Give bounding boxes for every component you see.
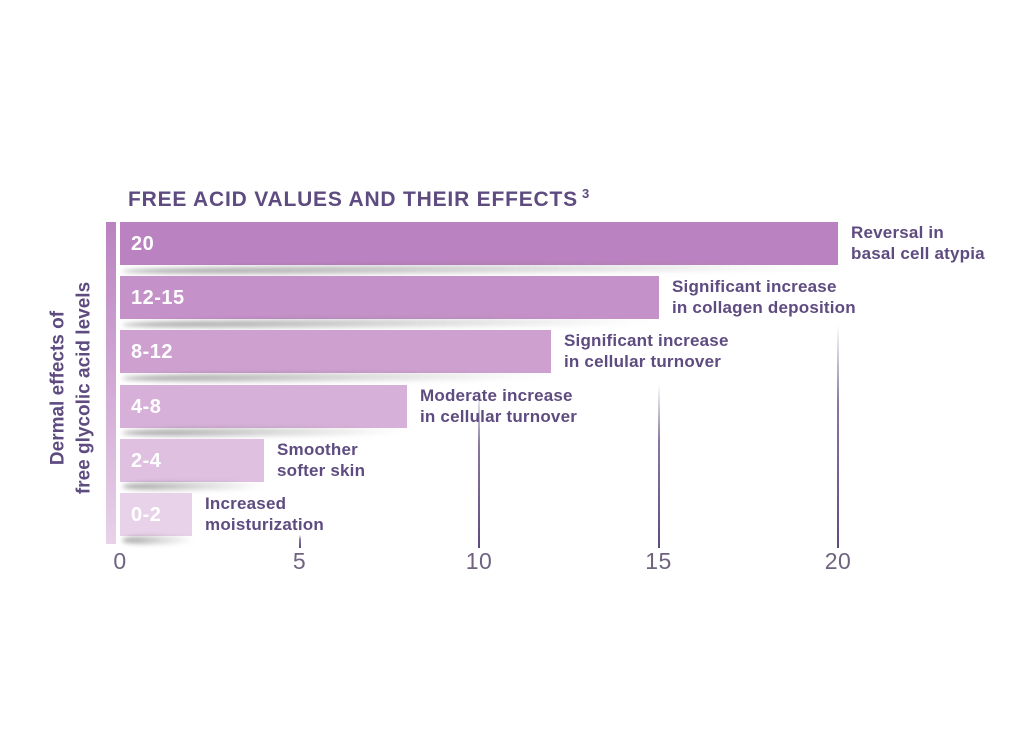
bar-effect-label-line: Significant increase — [564, 331, 729, 351]
bar-effect-label-line: in cellular turnover — [564, 351, 722, 371]
bar-effect-label-line: in cellular turnover — [420, 406, 578, 426]
x-gridline-10 — [478, 389, 480, 548]
bar-effect-label: Significant increase in cellular turnover — [564, 330, 729, 373]
bar-effect-label: Increased moisturization — [205, 493, 324, 536]
bar-effect-label-line: Significant increase — [672, 277, 837, 297]
x-gridline-15 — [657, 384, 660, 548]
x-tick-label-0: 0 — [113, 548, 127, 574]
x-gridline-20 — [837, 325, 839, 548]
bar-effect-label-line: Smoother — [277, 440, 358, 460]
bar-value-label: 4-8 — [131, 396, 162, 418]
bar-effect-label-line: Reversal in — [851, 223, 944, 243]
y-axis-label-line1: Dermal effects of — [47, 310, 69, 466]
bar-effect-label: Moderate increase in cellular turnover — [420, 385, 577, 428]
bar-4-8: 4-8 — [120, 385, 407, 428]
bar-effect-label-line: softer skin — [277, 460, 366, 480]
chart-title-superscript: 3 — [581, 186, 590, 201]
bar-12-15: 12-15 — [120, 276, 659, 319]
bar-value-label: 12-15 — [131, 287, 185, 309]
chart-title: FREE ACID VALUES AND THEIR EFFECTS 3 — [128, 186, 590, 212]
y-axis-strip — [106, 222, 116, 544]
y-axis-label-line2: free glycolic acid levels — [73, 281, 94, 495]
bar-8-12: 8-12 — [120, 330, 551, 373]
bar-2-4: 2-4 — [120, 439, 264, 482]
bar-0-2: 0-2 — [120, 493, 192, 536]
chart-title-text: FREE ACID VALUES AND THEIR EFFECTS — [128, 188, 578, 211]
bar-effect-label-line: basal cell atypia — [851, 243, 985, 263]
bar-effect-label: Significant increase in collagen depositi… — [672, 276, 856, 319]
bar-20: 20 — [120, 222, 838, 265]
x-tick-label-15: 15 — [645, 548, 672, 574]
y-axis-label: Dermal effects of free glycolic acid lev… — [45, 282, 96, 494]
bar-value-label: 2-4 — [131, 450, 162, 472]
x-tick-label-10: 10 — [465, 548, 493, 574]
bar-value-label: 8-12 — [131, 341, 174, 363]
bar-effect-label: Smoother softer skin — [277, 439, 365, 482]
x-tick-label-5: 5 — [292, 548, 307, 574]
bar-effect-label: Reversal in basal cell atypia — [851, 222, 985, 265]
x-gridline-5 — [298, 535, 301, 548]
bar-value-label: 20 — [131, 233, 155, 255]
bar-value-label: 0-2 — [131, 504, 162, 526]
x-tick-label-20: 20 — [824, 548, 852, 574]
bar-effect-label-line: Moderate increase — [420, 386, 573, 406]
bar-effect-label-line: moisturization — [205, 514, 324, 534]
bar-effect-label-line: in collagen deposition — [672, 297, 856, 317]
bar-effect-label-line: Increased — [205, 494, 287, 514]
